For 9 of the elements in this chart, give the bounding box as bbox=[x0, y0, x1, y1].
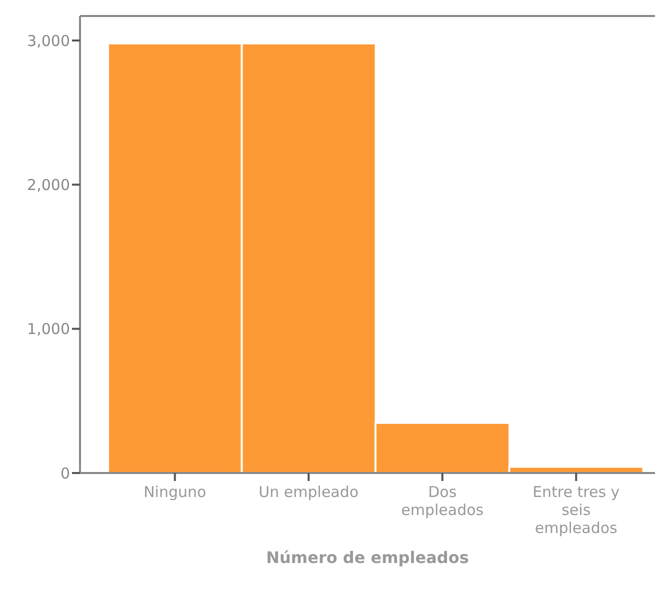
y-tick-label: 0 bbox=[60, 464, 70, 482]
x-tick-label: Un empleado bbox=[258, 483, 359, 501]
y-tick-label: 3,000 bbox=[27, 32, 70, 50]
x-tick-label: Dos empleados bbox=[401, 483, 484, 519]
x-tick-label: Ninguno bbox=[144, 483, 206, 501]
y-tick-label: 2,000 bbox=[27, 176, 70, 194]
y-tick-label: 1,000 bbox=[27, 320, 70, 338]
x-axis-title: Número de empleados bbox=[266, 548, 469, 567]
x-tick-label: Entre tres y seis empleados bbox=[532, 483, 620, 537]
